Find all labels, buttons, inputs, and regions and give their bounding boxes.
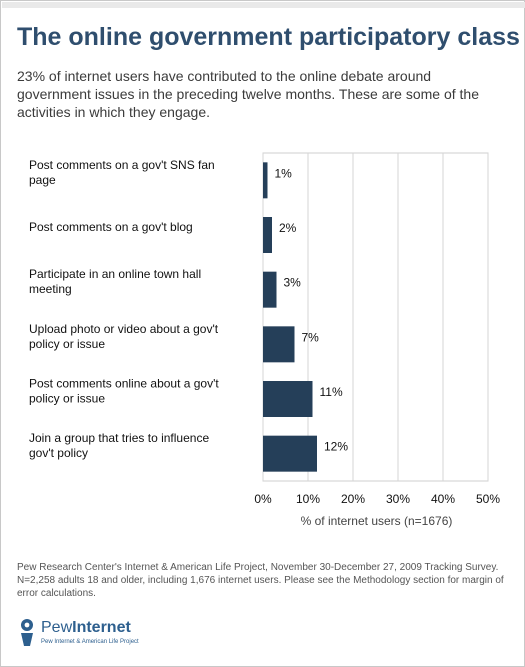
x-tick-label: 50% (476, 492, 500, 506)
keyhole-icon (21, 619, 33, 646)
category-label: Upload photo or video about a gov't (29, 322, 219, 336)
x-tick-label: 30% (386, 492, 410, 506)
category-label: policy or issue (29, 337, 105, 351)
top-bar (2, 2, 525, 8)
chart-title: The online government participatory clas… (17, 23, 520, 51)
data-label: 2% (279, 221, 297, 235)
category-label: Post comments on a gov't SNS fan (29, 158, 215, 172)
category-label: Join a group that tries to influence (29, 431, 209, 445)
data-label: 11% (320, 385, 343, 399)
logo-tagline: Pew Internet & American Life Project (41, 639, 139, 645)
logo-wordmark: PewInternet (41, 619, 131, 637)
x-tick-label: 10% (296, 492, 320, 506)
category-label: meeting (29, 282, 72, 296)
data-label: 7% (302, 330, 320, 344)
category-label: policy or issue (29, 392, 105, 406)
bar (263, 381, 313, 417)
category-label: Participate in an online town hall (29, 267, 201, 281)
bar (263, 271, 277, 308)
bar (263, 435, 317, 472)
data-label: 3% (284, 276, 302, 290)
chart-subtitle: 23% of internet users have contributed t… (17, 68, 479, 120)
bar (263, 162, 268, 199)
category-label: Post comments on a gov't blog (29, 220, 193, 234)
data-label: 12% (324, 440, 348, 454)
source-note: Pew Research Center's Internet & America… (17, 562, 504, 599)
plot-frame (262, 152, 489, 482)
category-label: gov't policy (29, 446, 88, 460)
x-tick-label: 0% (254, 492, 272, 506)
bar (263, 217, 272, 253)
category-label: Post comments online about a gov't (29, 377, 219, 391)
bar-chart: 0% 10% 20% 30% 40% 50% % of internet users (n=… (29, 152, 500, 528)
bar (263, 326, 295, 363)
x-tick-label: 20% (341, 492, 365, 506)
logo-word-internet: Internet (72, 619, 131, 636)
category-label: page (29, 173, 56, 187)
x-tick-label: 40% (431, 492, 455, 506)
logo-word-pew: Pew (41, 619, 73, 636)
x-axis-title: % of internet users (n=1676) (301, 514, 453, 528)
data-label: 1% (275, 166, 293, 180)
